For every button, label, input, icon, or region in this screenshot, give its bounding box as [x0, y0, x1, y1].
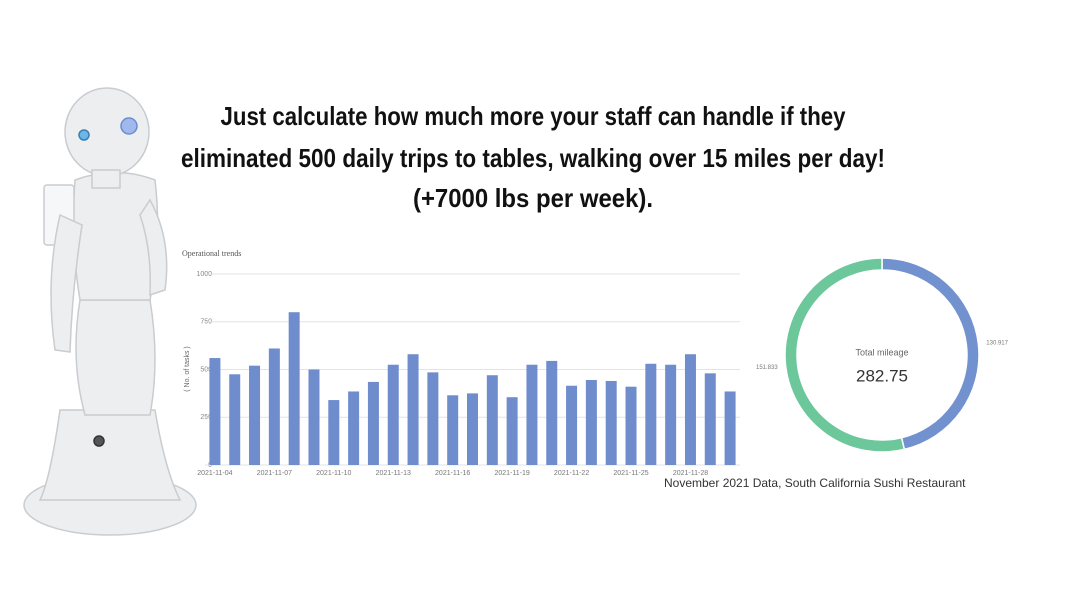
bar — [526, 364, 538, 465]
y-tick-label: 1000 — [196, 271, 212, 278]
bar — [427, 372, 439, 465]
bar — [328, 400, 340, 465]
bar — [308, 369, 320, 465]
headline-line: eliminated 500 daily trips to tables, wa… — [181, 143, 885, 173]
donut-chart: 130.917 151.833 Total mileage 282.75 — [756, 257, 1009, 453]
bar — [447, 395, 459, 465]
segment-label: 151.833 — [756, 365, 778, 371]
bar — [645, 363, 657, 465]
bar — [566, 385, 578, 465]
bar — [209, 358, 221, 465]
bar — [288, 312, 300, 465]
caption: November 2021 Data, South California Sus… — [664, 476, 966, 490]
bar-chart: Operational trends( No. of tasks )025050… — [182, 249, 740, 477]
x-tick-label: 2021-11-25 — [613, 470, 648, 477]
robot-illustration — [23, 87, 197, 536]
x-tick-label: 2021-11-13 — [376, 470, 411, 477]
bar — [486, 375, 498, 465]
bar — [704, 373, 716, 465]
bar — [605, 380, 617, 465]
x-tick-label: 2021-11-19 — [494, 470, 529, 477]
bar — [348, 391, 360, 465]
bar — [387, 364, 399, 465]
segment-label: 130.917 — [986, 340, 1008, 346]
headline-line: (+7000 lbs per week). — [413, 183, 653, 213]
x-tick-label: 2021-11-07 — [257, 470, 292, 477]
bar — [546, 360, 558, 465]
bar — [229, 374, 241, 465]
bar — [407, 354, 419, 465]
x-tick-label: 2021-11-16 — [435, 470, 470, 477]
chart-title: Operational trends — [182, 249, 241, 258]
x-tick-label: 2021-11-28 — [673, 470, 708, 477]
center-total: 282.75 — [856, 366, 908, 385]
bar — [506, 397, 518, 465]
bar — [625, 386, 637, 465]
x-tick-label: 2021-11-04 — [197, 470, 232, 477]
donut-segment — [784, 257, 906, 453]
bar — [684, 354, 696, 465]
bar — [724, 391, 736, 465]
bar — [585, 380, 597, 465]
bar — [665, 364, 677, 465]
x-tick-label: 2021-11-10 — [316, 470, 351, 477]
headline: Just calculate how much more your staff … — [181, 101, 885, 213]
bar — [367, 381, 379, 465]
bar — [249, 365, 261, 465]
bar — [467, 393, 478, 465]
bar — [268, 348, 280, 465]
x-tick-label: 2021-11-22 — [554, 470, 589, 477]
y-axis-label: ( No. of tasks ) — [184, 346, 191, 392]
headline-line: Just calculate how much more your staff … — [221, 101, 846, 131]
center-label: Total mileage — [855, 347, 908, 357]
